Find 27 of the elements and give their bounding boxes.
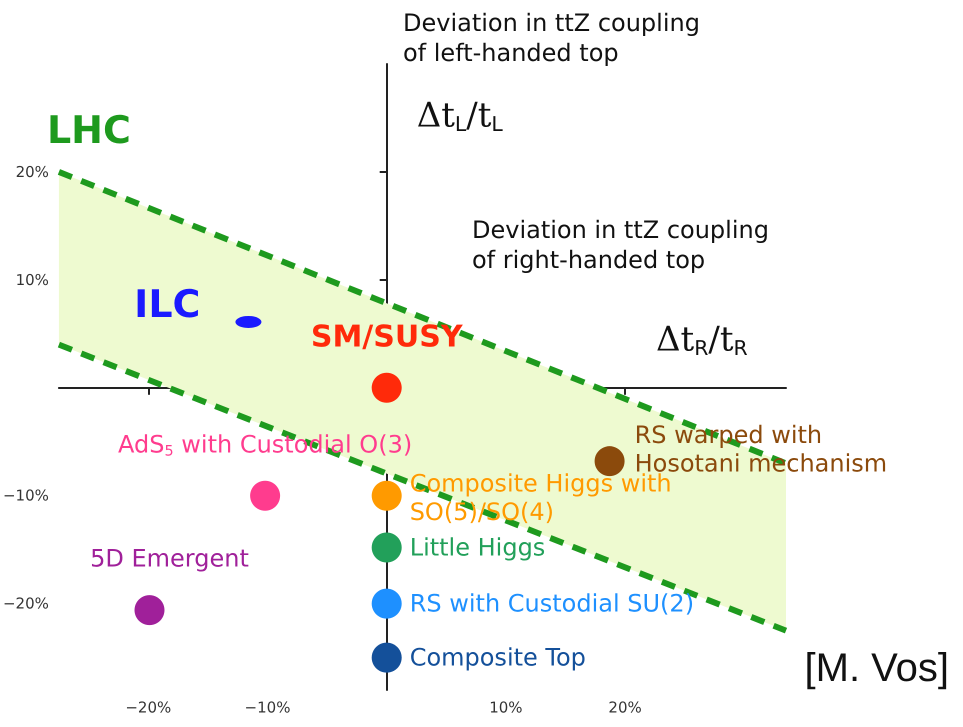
- text: [M. Vos]: [804, 646, 950, 690]
- series-label: 5D Emergent: [90, 544, 249, 573]
- series-label: ILC: [134, 282, 200, 326]
- series-label: SM/SUSY: [310, 319, 464, 354]
- x-tick-label: −10%: [244, 698, 290, 716]
- y-tick-label: 20%: [16, 162, 49, 181]
- y-tick-label: 10%: [16, 270, 49, 289]
- point: [372, 532, 402, 563]
- y-axis-title: ΔtL/tL: [416, 96, 504, 136]
- y-tick-label: −10%: [2, 486, 49, 505]
- point: [372, 642, 402, 673]
- series-label: LHC: [46, 108, 131, 152]
- annotation: Deviation in ttZ coupling of left-handed top: [403, 9, 700, 67]
- series-label: Composite Top: [410, 644, 586, 672]
- point: [372, 372, 402, 403]
- x-tick-label: 10%: [489, 698, 523, 716]
- point: [372, 588, 402, 619]
- series-label: RS with Custodial SU(2): [410, 590, 694, 618]
- x-tick-label: −20%: [125, 698, 172, 716]
- series-label: Little Higgs: [410, 534, 546, 562]
- annotation: Deviation in ttZ coupling of right-handed top: [472, 216, 769, 274]
- x-tick-label: 20%: [608, 698, 642, 716]
- point: [372, 480, 402, 511]
- point: [250, 480, 280, 511]
- y-tick-label: −20%: [2, 594, 49, 613]
- point: [134, 595, 164, 626]
- x-axis-title: ΔtR/tR: [656, 319, 748, 360]
